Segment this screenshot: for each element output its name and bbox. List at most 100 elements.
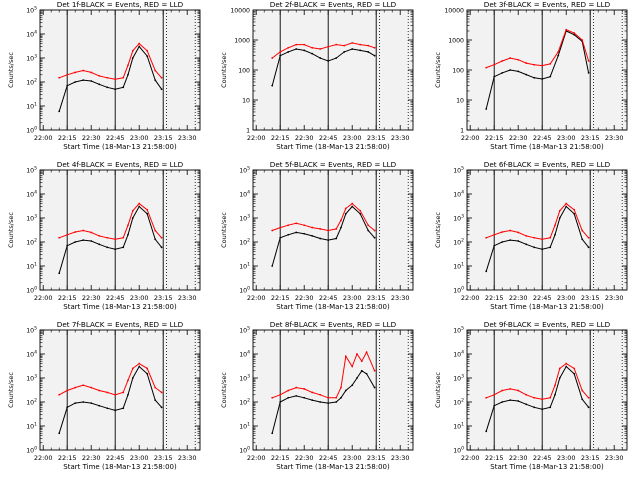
data-point-lld [587,236,590,239]
panel-7: Det 7f-BLACK = Events, RED = LLD Counts/s… [7,320,201,471]
data-point-events [525,73,528,76]
data-point-lld [319,48,322,50]
data-point-lld [340,386,342,389]
data-point-events [131,57,134,59]
y-tick-label: 101 [239,262,250,271]
data-point-events [587,406,590,409]
data-point-events [351,205,354,208]
series-line-lld [486,29,590,69]
data-point-lld [279,226,282,229]
data-point-lld [517,389,520,392]
data-point-events [154,399,157,401]
data-point-lld [549,236,552,239]
data-point-lld [122,236,125,239]
data-point-events [327,60,330,62]
x-tick-label: 23:00 [130,134,149,142]
data-point-lld [98,74,101,77]
series-line-events [485,30,590,110]
panel-3: Det 3f-BLACK = Events, RED = LLD Counts/s… [434,0,628,151]
data-point-lld [160,236,163,239]
x-tick-label: 22:30 [82,294,101,302]
data-point-events [565,365,568,368]
x-tick-label: 22:30 [295,454,314,462]
data-point-lld [66,233,69,236]
data-point-lld [557,51,560,53]
y-tick-label: 103 [453,214,464,223]
data-point-events [154,79,157,81]
data-point-lld [98,234,101,237]
data-point-lld [295,386,298,389]
y-tick-label: 100 [239,286,250,295]
data-point-lld [533,396,536,399]
data-point-events [295,231,298,234]
data-point-lld [98,389,101,392]
panel-9: Det 9f-BLACK = Events, RED = LLD Counts/s… [434,320,628,471]
data-point-events [82,79,85,81]
data-point-events [335,237,338,240]
data-point-lld [501,60,504,62]
data-point-lld [587,60,590,62]
y-tick-label: 101 [26,422,37,431]
data-point-events [154,238,157,241]
data-point-events [311,52,314,55]
x-tick-label: 22:45 [533,294,552,302]
x-axis-label: Start Time (18-Mar-13 21:58:00) [276,143,390,151]
data-point-events [360,369,363,372]
plot-area [253,330,413,450]
data-point-lld [287,224,290,227]
data-point-events [541,248,544,251]
data-point-events [501,241,504,243]
y-tick-label: 103 [26,54,37,63]
data-point-lld [127,64,129,67]
data-point-lld [66,389,69,392]
data-point-events [335,401,338,403]
data-point-lld [131,367,134,370]
data-point-events [373,54,376,57]
x-tick-label: 23:30 [605,294,624,302]
plot-frame [39,169,201,291]
data-point-events [160,406,163,409]
data-point-lld [82,384,85,387]
panel-title: Det 7f-BLACK = Events, RED = LLD [57,320,184,329]
data-point-lld [127,379,129,382]
x-tick-label: 23:30 [178,294,197,302]
panel-title: Det 1f-BLACK = Events, RED = LLD [57,0,184,9]
x-tick-label: 23:00 [343,454,362,462]
y-tick-label: 100 [26,126,37,135]
x-tick-label: 23:30 [391,454,410,462]
x-tick-label: 23:30 [178,134,197,142]
data-point-lld [311,226,314,229]
data-point-events [127,233,129,236]
data-point-events [549,75,552,78]
data-point-lld [343,44,346,47]
panel-1: Det 1f-BLACK = Events, RED = LLD Counts/s… [7,0,201,151]
x-tick-label: 22:00 [461,134,480,142]
data-point-events [90,80,93,82]
x-tick-label: 22:15 [271,294,290,302]
data-point-lld [90,231,93,234]
y-tick-label: 100 [26,286,37,295]
data-point-events [493,75,496,78]
y-axis-label: Counts/sec [434,372,442,408]
x-tick-label: 22:15 [58,294,77,302]
x-tick-label: 23:00 [130,294,149,302]
y-tick-label: 100 [239,446,250,455]
data-point-events [517,240,520,242]
data-point-lld [74,231,77,233]
y-tick-label: 102 [453,398,464,407]
y-tick-label: 104 [26,350,37,359]
x-tick-label: 23:15 [367,454,386,462]
data-point-events [82,401,85,403]
data-point-events [344,389,347,392]
data-point-lld [549,62,552,65]
x-tick-label: 23:00 [343,134,362,142]
data-point-lld [485,236,488,239]
data-point-events [90,240,93,242]
data-point-lld [114,78,117,81]
data-point-lld [295,43,298,46]
data-point-lld [122,76,125,79]
y-tick-label: 1000 [448,38,464,45]
x-axis-label: Start Time (18-Mar-13 21:58:00) [63,303,177,311]
data-point-events [311,234,314,237]
data-point-events [549,406,552,409]
